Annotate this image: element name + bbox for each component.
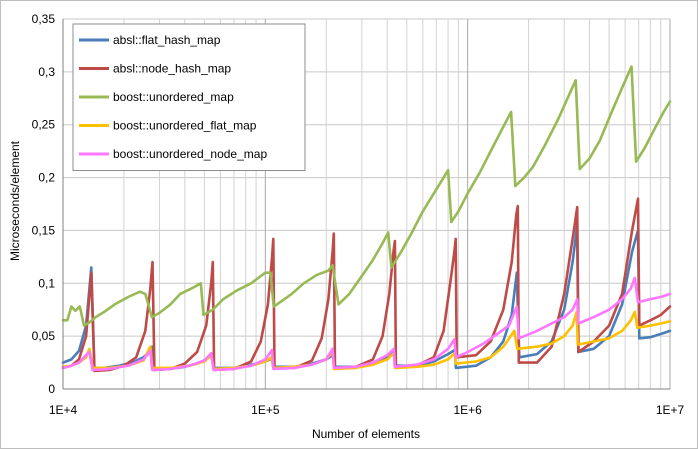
series-lines (61, 65, 672, 373)
x-tick-label: 1E+6 (453, 403, 482, 417)
legend-label: boost::unordered_map (113, 90, 234, 104)
axes (62, 19, 670, 390)
series-line-5 (61, 276, 672, 372)
legend-label: boost::unordered_flat_map (113, 119, 257, 133)
legend: absl::flat_hash_mapabsl::node_hash_mapbo… (72, 23, 306, 171)
legend-box (72, 23, 306, 171)
series-line-3 (61, 65, 672, 327)
y-tick-label: 0,1 (38, 276, 55, 290)
legend-label: boost::unordered_node_map (113, 147, 267, 161)
y-tick-label: 0 (48, 382, 55, 396)
x-tick-label: 1E+5 (251, 403, 280, 417)
y-tick-label: 0,25 (32, 118, 56, 132)
legend-label: absl::flat_hash_map (113, 33, 221, 47)
y-tick-label: 0,35 (32, 12, 56, 26)
x-tick-label: 1E+7 (656, 403, 685, 417)
y-tick-label: 0,15 (32, 223, 56, 237)
legend-label: absl::node_hash_map (113, 62, 231, 76)
x-axis-title: Number of elements (312, 427, 420, 441)
y-tick-label: 0,2 (38, 171, 55, 185)
tick-labels: 0 0,05 0,1 0,15 0,2 0,25 0,3 0,35 1E+4 1E+5 1E+6 1E… (32, 12, 685, 417)
y-tick-label: 0,05 (32, 329, 56, 343)
x-tick-label: 1E+4 (49, 403, 78, 417)
y-tick-label: 0,3 (38, 65, 55, 79)
y-axis-title: Microseconds/element (8, 140, 22, 261)
